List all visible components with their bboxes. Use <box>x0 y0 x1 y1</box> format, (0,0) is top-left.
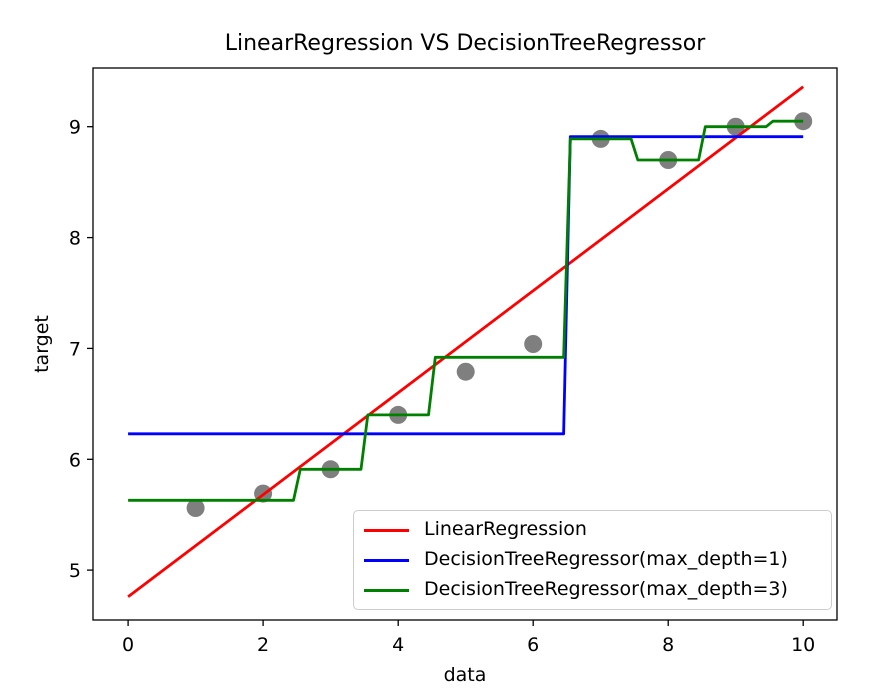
legend-item-linear-regression: LinearRegression <box>364 515 831 545</box>
x-tick-label: 6 <box>527 634 539 656</box>
legend-label-tree-depth1: DecisionTreeRegressor(max_depth=1) <box>424 547 788 570</box>
y-tick-label: 7 <box>69 338 81 360</box>
legend-item-tree-depth1: DecisionTreeRegressor(max_depth=1) <box>364 545 831 575</box>
decision-tree-depth3-line <box>128 119 804 502</box>
x-tick-label: 8 <box>662 634 674 656</box>
plot-border <box>92 67 838 621</box>
legend-item-tree-depth3: DecisionTreeRegressor(max_depth=3) <box>364 575 831 605</box>
y-tick-label: 9 <box>69 117 81 139</box>
y-tick-label: 6 <box>69 449 81 471</box>
chart-title: LinearRegression VS DecisionTreeRegresso… <box>224 31 706 56</box>
x-tick-label: 0 <box>122 634 134 656</box>
y-axis-label: target <box>31 315 53 373</box>
linear-regression-line <box>127 85 805 598</box>
x-axis-label: data <box>443 664 487 686</box>
legend-line-sample-green <box>364 588 409 592</box>
x-tick-label: 2 <box>257 634 269 656</box>
data-point <box>456 362 475 381</box>
legend-label-linear-regression: LinearRegression <box>424 517 587 540</box>
legend-line-sample-red <box>364 528 409 532</box>
decision-tree-depth1-line <box>128 135 804 436</box>
y-tick-label: 5 <box>69 560 81 582</box>
data-point <box>186 499 205 517</box>
data-point <box>524 335 543 353</box>
legend-line-sample-blue <box>364 558 409 562</box>
legend-label-tree-depth3: DecisionTreeRegressor(max_depth=3) <box>424 577 788 600</box>
x-tick-label: 4 <box>392 634 404 656</box>
y-tick-label: 8 <box>69 228 81 250</box>
legend: LinearRegression DecisionTreeRegressor(m… <box>353 510 832 610</box>
x-tick-label: 10 <box>791 634 815 656</box>
